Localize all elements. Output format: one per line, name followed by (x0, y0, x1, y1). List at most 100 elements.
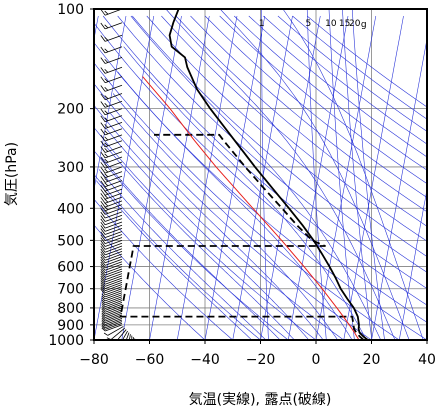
wind-barb-flag (100, 248, 106, 256)
wind-barb (101, 307, 123, 315)
dry-adiabat--20 (94, 174, 262, 340)
wind-barb-shaft (104, 317, 123, 325)
wind-barb-shaft (104, 312, 123, 320)
wind-barb-flag (101, 301, 106, 306)
wind-barb-flag (104, 87, 109, 91)
wind-barb-flag (104, 194, 109, 199)
wind-barb (100, 234, 123, 241)
wind-barb (100, 192, 123, 200)
wind-barb (100, 284, 123, 292)
grid (94, 9, 427, 340)
wind-barb (131, 335, 133, 340)
wind-barb-flag (100, 254, 106, 261)
wind-barb-flag (100, 261, 106, 269)
wind-barb-flag (100, 221, 106, 229)
y-tick-label: 400 (57, 201, 84, 217)
temperature-line (168, 9, 369, 340)
wind-barb-flag (104, 95, 109, 99)
wind-barb-shaft (104, 248, 123, 256)
dry-adiabat-130 (204, 15, 427, 198)
wind-barb-flag (104, 163, 109, 168)
wind-barb-flag (100, 115, 106, 123)
wind-barb-flag (100, 225, 106, 232)
dry-adiabat-30 (94, 62, 400, 340)
wind-barb (100, 253, 123, 261)
wind-barb-shaft (104, 231, 123, 238)
wind-barb (100, 282, 123, 289)
wind-barb-flag (101, 307, 106, 311)
wind-barb-shaft (104, 307, 123, 315)
wind-barb-shaft (104, 273, 123, 281)
wind-barb (101, 309, 123, 317)
wind-barb-flag (100, 237, 106, 244)
wind-barb-flag (104, 148, 109, 152)
wind-barb (100, 211, 123, 219)
wind-barb-flag (100, 266, 106, 273)
wind-barb-flag (100, 171, 106, 179)
wind-barb (100, 115, 123, 123)
wind-barb-flag (100, 57, 106, 64)
wind-barb-shaft (104, 322, 123, 330)
wind-barb-shaft (104, 256, 123, 264)
wind-barb (101, 305, 123, 313)
wind-barb-shaft (104, 298, 123, 306)
wind-barb (101, 322, 123, 330)
mixing-ratio-label-20: 20 (349, 19, 361, 29)
wind-barb-flag (101, 297, 106, 302)
wind-barb (100, 251, 123, 258)
dry-adiabat-50 (94, 22, 427, 323)
wind-barb-flag (104, 190, 109, 195)
mixing-ratio-unit-label: g (361, 20, 367, 30)
wind-barb-shaft (104, 294, 123, 302)
wind-barb-shaft (104, 253, 123, 261)
wind-barb (100, 263, 123, 271)
wind-barb (128, 334, 131, 340)
wind-barb-flag (100, 200, 106, 208)
wind-barb-shaft (104, 305, 123, 313)
wind-barb (100, 100, 123, 108)
wind-barb-flag (100, 197, 106, 204)
wind-barb-flag (100, 243, 106, 250)
wind-barb-flag (101, 326, 106, 330)
wind-barb-shaft (104, 324, 123, 332)
wind-barb (100, 34, 123, 42)
wind-barb (100, 279, 123, 287)
mixing-ratio-20 (351, 9, 385, 340)
wind-barb-flag (100, 268, 106, 276)
moist-adiabat--10 (101, 156, 281, 340)
wind-barb (100, 256, 123, 264)
wind-barb (100, 270, 123, 278)
wind-barb (101, 302, 123, 309)
wind-barb-flag (103, 332, 109, 336)
wind-barb (100, 180, 123, 188)
wind-barb (100, 166, 123, 174)
x-tick-label: −40 (190, 352, 220, 368)
wind-barb (101, 290, 123, 298)
wind-barb (125, 332, 130, 340)
wind-barb-flag (100, 240, 106, 247)
wind-barb (100, 231, 123, 238)
wind-barb-shaft (104, 237, 123, 244)
dry-adiabat-160 (248, 15, 427, 158)
wind-barb-flag (100, 234, 106, 241)
wind-barb-shaft (122, 330, 128, 340)
wind-barb-shaft (104, 9, 123, 16)
wind-barb-shaft (104, 277, 123, 285)
wind-barb-flag (100, 101, 106, 108)
mixing-ratio-label-15: 15 (339, 19, 350, 29)
wind-barb-flag (104, 124, 109, 128)
wind-barb (101, 324, 123, 332)
wind-barb-flag (100, 128, 106, 136)
mixing-ratio-10 (328, 9, 355, 340)
wind-barb-flag (100, 228, 106, 235)
wind-barb-shaft (104, 292, 123, 300)
wind-barb (101, 312, 123, 320)
wind-barb-flag (100, 76, 106, 83)
wind-barb (101, 296, 123, 304)
wind-barb (101, 319, 123, 327)
wind-barb (100, 221, 123, 229)
mixing-ratio-5 (306, 9, 327, 340)
wind-barb (100, 242, 123, 250)
wind-barb-shaft (104, 93, 123, 101)
